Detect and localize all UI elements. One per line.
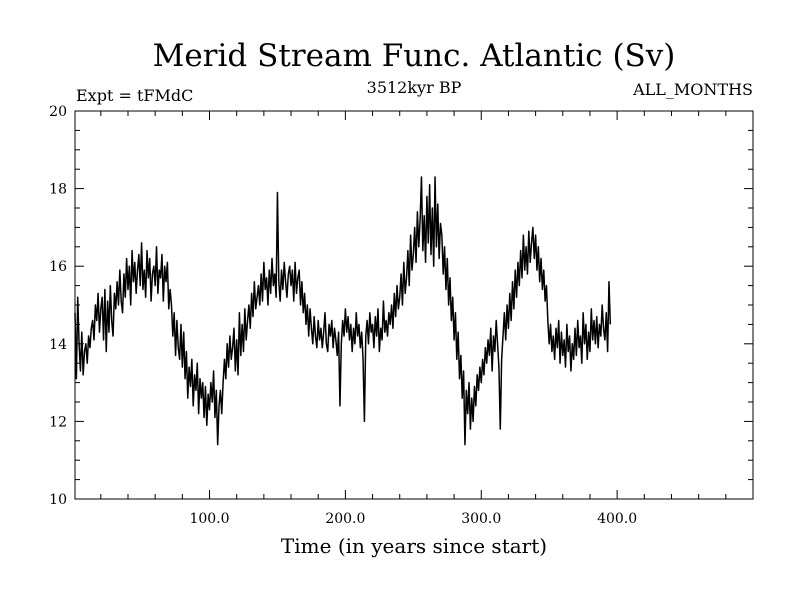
x-tick-label: 100.0	[189, 511, 229, 527]
y-tick-label: 18	[49, 182, 67, 198]
y-tick-label: 16	[49, 259, 67, 275]
y-tick-label: 10	[49, 492, 67, 508]
period-label: 3512kyr BP	[367, 78, 462, 97]
x-tick-label: 400.0	[597, 511, 637, 527]
series-layer	[74, 176, 612, 446]
experiment-label: Expt = tFMdC	[76, 86, 193, 105]
x-axis-label: Time (in years since start)	[281, 534, 547, 558]
y-tick-label: 20	[49, 104, 67, 120]
chart-title: Merid Stream Func. Atlantic (Sv)	[153, 38, 676, 74]
x-tick-label: 300.0	[461, 511, 501, 527]
months-label: ALL_MONTHS	[632, 80, 753, 99]
tick-layer: 100.0 200.0 300.0 400.0 10 12 14 16 18 20	[49, 104, 753, 527]
y-tick-label: 14	[49, 337, 67, 353]
series-line	[74, 176, 612, 446]
x-tick-label: 200.0	[325, 511, 365, 527]
y-tick-label: 12	[49, 414, 67, 430]
plot-frame	[74, 110, 754, 500]
